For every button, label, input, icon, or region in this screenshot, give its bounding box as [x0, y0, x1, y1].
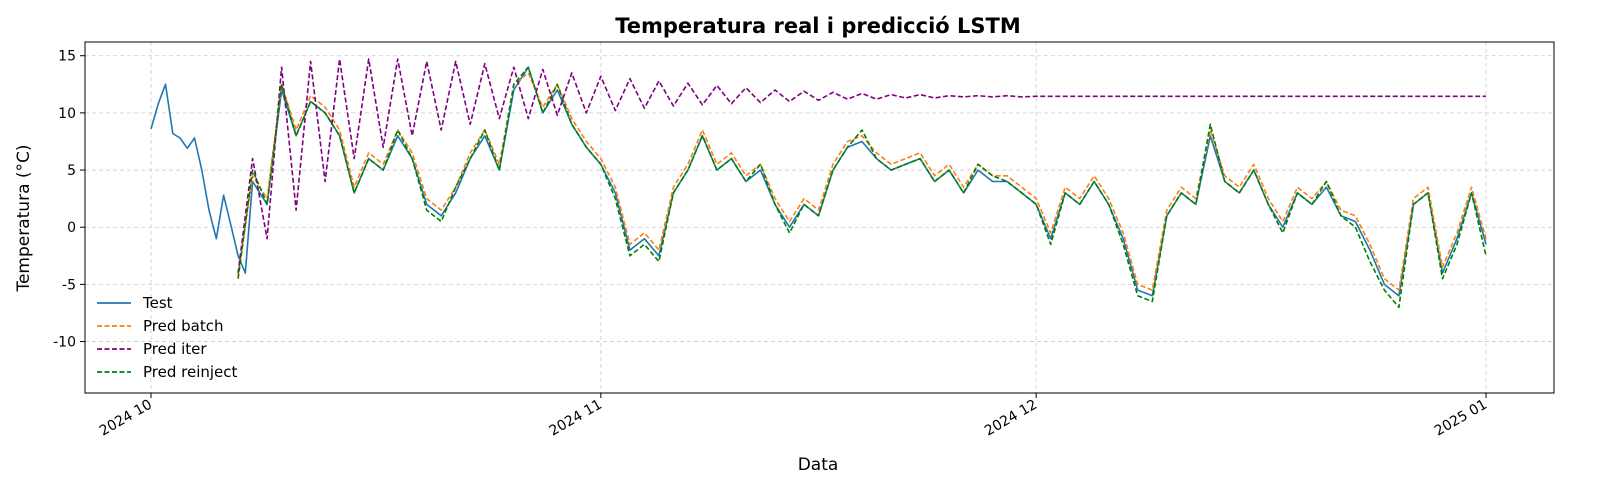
x-tick-label: 2025 01	[1432, 397, 1490, 440]
y-tick-label: 0	[67, 220, 76, 236]
y-tick-label: 5	[67, 163, 76, 179]
y-tick-label: -5	[62, 277, 76, 293]
legend-entry: Test	[142, 294, 173, 312]
grid	[85, 42, 1554, 393]
y-tick-label: -10	[53, 335, 76, 351]
y-tick-label: 15	[58, 49, 76, 65]
x-tick-label: 2024 11	[547, 397, 605, 440]
legend-entry: Pred batch	[143, 317, 224, 335]
legend-entry: Pred reinject	[143, 363, 238, 381]
legend: Test Pred batch Pred iter Pred reinject	[97, 294, 238, 381]
series-line-pred-reinject	[237, 66, 1487, 309]
chart-title: Temperatura real i predicció LSTM	[615, 14, 1021, 38]
y-tick-label: 10	[58, 106, 76, 122]
series-line-pred-iter	[237, 58, 1486, 274]
series-line-pred-batch	[237, 72, 1487, 291]
plot-frame	[84, 41, 1555, 394]
axis-ticks: 15 10 5 0 -5 -10 2024 10 2024 11 2024 12 2025 01	[53, 49, 1490, 440]
legend-entry: Pred iter	[143, 340, 207, 358]
x-tick-label: 2024 10	[97, 397, 155, 440]
x-axis-label: Data	[798, 455, 839, 475]
series-lines	[150, 58, 1487, 309]
y-axis-label: Temperatura (°C)	[14, 144, 34, 292]
x-tick-label: 2024 12	[982, 397, 1040, 440]
